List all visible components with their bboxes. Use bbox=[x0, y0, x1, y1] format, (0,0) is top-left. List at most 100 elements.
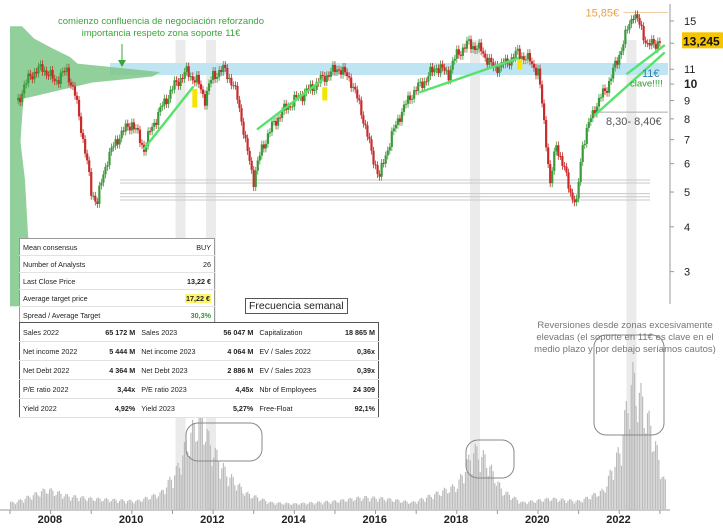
cell-value: 0,39x bbox=[333, 360, 379, 380]
volume-bar bbox=[562, 498, 564, 509]
volume-bar bbox=[320, 502, 322, 509]
volume-bar bbox=[552, 498, 554, 509]
volume-bar bbox=[58, 491, 60, 509]
volume-bar bbox=[100, 501, 103, 509]
cell-label: Sales 2023 bbox=[138, 322, 213, 342]
volume-bar bbox=[580, 501, 582, 509]
volume-bar bbox=[57, 491, 59, 509]
volume-bar bbox=[204, 442, 207, 509]
candle-body bbox=[561, 156, 564, 166]
volume-bar bbox=[637, 422, 639, 509]
volume-bar bbox=[596, 496, 598, 509]
volume-bar bbox=[180, 474, 182, 509]
trendline bbox=[593, 51, 666, 117]
cell-label: Net income 2023 bbox=[138, 341, 213, 361]
candle-body bbox=[547, 147, 550, 165]
candle-body bbox=[524, 59, 527, 61]
candle-body bbox=[620, 51, 623, 55]
candle-body bbox=[437, 68, 440, 74]
candle-body bbox=[587, 121, 590, 128]
candle-body bbox=[656, 41, 659, 49]
volume-bar bbox=[219, 478, 221, 509]
candle-body bbox=[415, 90, 418, 92]
candle-body bbox=[396, 118, 399, 125]
candle-body bbox=[402, 104, 406, 112]
volume-bar bbox=[243, 495, 246, 509]
volume-bar bbox=[97, 497, 99, 509]
candle-body bbox=[346, 72, 349, 77]
candle-body bbox=[179, 78, 182, 86]
candle-body bbox=[522, 56, 525, 61]
candle-body bbox=[33, 71, 36, 80]
volume-bar bbox=[354, 500, 356, 509]
volume-bar bbox=[464, 471, 467, 509]
candle-body bbox=[258, 155, 261, 161]
volume-bar bbox=[369, 501, 371, 509]
candle-body bbox=[356, 89, 359, 99]
row-label: Number of Analysts bbox=[19, 255, 160, 273]
cell-label: Net Debt 2023 bbox=[138, 360, 213, 380]
volume-bar bbox=[357, 496, 359, 509]
candle-body bbox=[59, 72, 62, 84]
volume-bar bbox=[94, 501, 96, 509]
volume-bar bbox=[169, 476, 171, 509]
cell-value: 92,1% bbox=[333, 398, 379, 418]
volume-bar bbox=[456, 488, 458, 509]
volume-bar bbox=[47, 493, 49, 509]
candle-body bbox=[380, 162, 383, 177]
candle-body bbox=[177, 81, 180, 86]
candle-body bbox=[49, 69, 52, 77]
volume-bar bbox=[386, 498, 389, 509]
volume-bar bbox=[622, 435, 624, 509]
volume-bar bbox=[409, 503, 411, 509]
cell-value: 0,36x bbox=[333, 341, 379, 361]
candle-body bbox=[648, 43, 651, 46]
volume-bar bbox=[343, 499, 345, 509]
row-value: 26 bbox=[160, 255, 215, 273]
volume-bar bbox=[310, 501, 312, 509]
volume-bar bbox=[417, 501, 419, 509]
volume-bar bbox=[344, 501, 346, 509]
candle-body bbox=[134, 128, 138, 130]
volume-highlight-box bbox=[593, 334, 665, 436]
volume-bar bbox=[135, 501, 137, 509]
volume-bar bbox=[425, 497, 428, 509]
candle-body bbox=[411, 98, 414, 100]
candle-body bbox=[457, 49, 460, 55]
candle-body bbox=[608, 81, 611, 93]
cell-value: 5,27% bbox=[212, 398, 257, 418]
volume-bar bbox=[27, 495, 30, 509]
volume-bar bbox=[525, 502, 527, 509]
volume-bar bbox=[508, 495, 510, 509]
volume-bar bbox=[492, 471, 494, 509]
volume-bar bbox=[42, 488, 44, 509]
candle-body bbox=[654, 43, 657, 49]
volume-bar bbox=[555, 498, 558, 509]
volume-bar bbox=[347, 498, 350, 509]
candle-body bbox=[339, 70, 343, 75]
candle-body bbox=[264, 143, 267, 149]
fundamentals-row: Net Debt 2022 4 364 M Net Debt 2023 2 886 … bbox=[19, 360, 379, 380]
volume-bar bbox=[499, 482, 501, 509]
candle-body bbox=[321, 75, 324, 77]
volume-bar bbox=[568, 499, 571, 509]
volume-bar bbox=[538, 498, 540, 509]
consensus-row: Last Close Price 13,22 € bbox=[19, 272, 215, 290]
candle-body bbox=[266, 133, 270, 144]
volume-bar bbox=[105, 498, 108, 509]
volume-bar bbox=[370, 498, 372, 509]
volume-bar bbox=[256, 497, 259, 509]
row-label: Average target price bbox=[19, 289, 160, 307]
candle-body bbox=[443, 67, 446, 71]
candle-body bbox=[140, 143, 144, 145]
volume-bar bbox=[346, 501, 348, 509]
candle-body bbox=[358, 98, 361, 101]
shadow-band bbox=[626, 40, 637, 510]
volume-bar bbox=[297, 504, 299, 509]
volume-bar bbox=[564, 500, 566, 509]
volume-bar bbox=[526, 504, 528, 509]
volume-bar bbox=[341, 498, 343, 509]
volume-bar bbox=[187, 451, 189, 509]
volume-bar bbox=[10, 501, 12, 509]
cell-label: Capitalization bbox=[256, 322, 334, 342]
